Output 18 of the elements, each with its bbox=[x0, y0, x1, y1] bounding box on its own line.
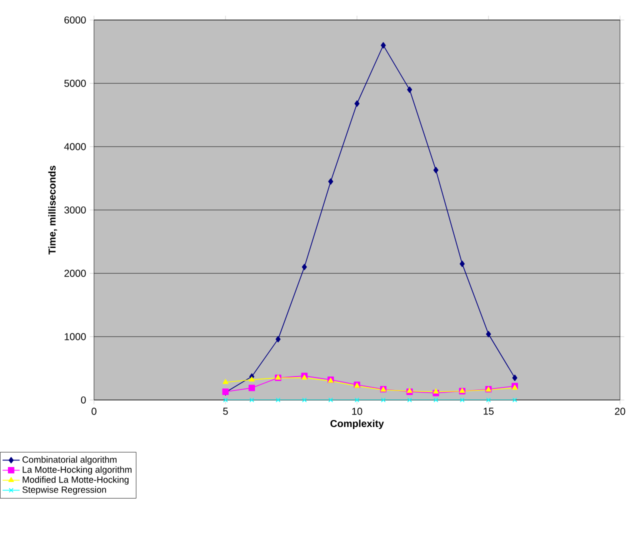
y-tick-label: 3000 bbox=[64, 206, 86, 214]
x-tick-label: 20 bbox=[614, 408, 626, 415]
y-tick-label: 1000 bbox=[64, 333, 86, 340]
y-axis-title: Time, milliseconds bbox=[48, 166, 58, 255]
y-tick-label: 4000 bbox=[64, 143, 86, 150]
legend-label: Modified La Motte-Hocking bbox=[22, 476, 129, 485]
y-tick-label: 5000 bbox=[64, 80, 86, 87]
x-axis-title: Complexity bbox=[330, 420, 384, 430]
legend-label: La Motte-Hocking algorithm bbox=[22, 466, 132, 475]
legend-label: Stepwise Regression bbox=[22, 486, 106, 495]
x-tick-label: 15 bbox=[484, 408, 494, 415]
x-tick-label: 5 bbox=[223, 408, 228, 415]
x-tick-label: 0 bbox=[92, 408, 96, 415]
y-tick-label: 6000 bbox=[64, 16, 86, 24]
x-tick-label: 10 bbox=[352, 408, 362, 415]
legend-label: Combinatorial algorithm bbox=[22, 456, 116, 465]
y-tick-label: 2000 bbox=[64, 270, 86, 277]
y-tick-label: 0 bbox=[81, 396, 86, 404]
